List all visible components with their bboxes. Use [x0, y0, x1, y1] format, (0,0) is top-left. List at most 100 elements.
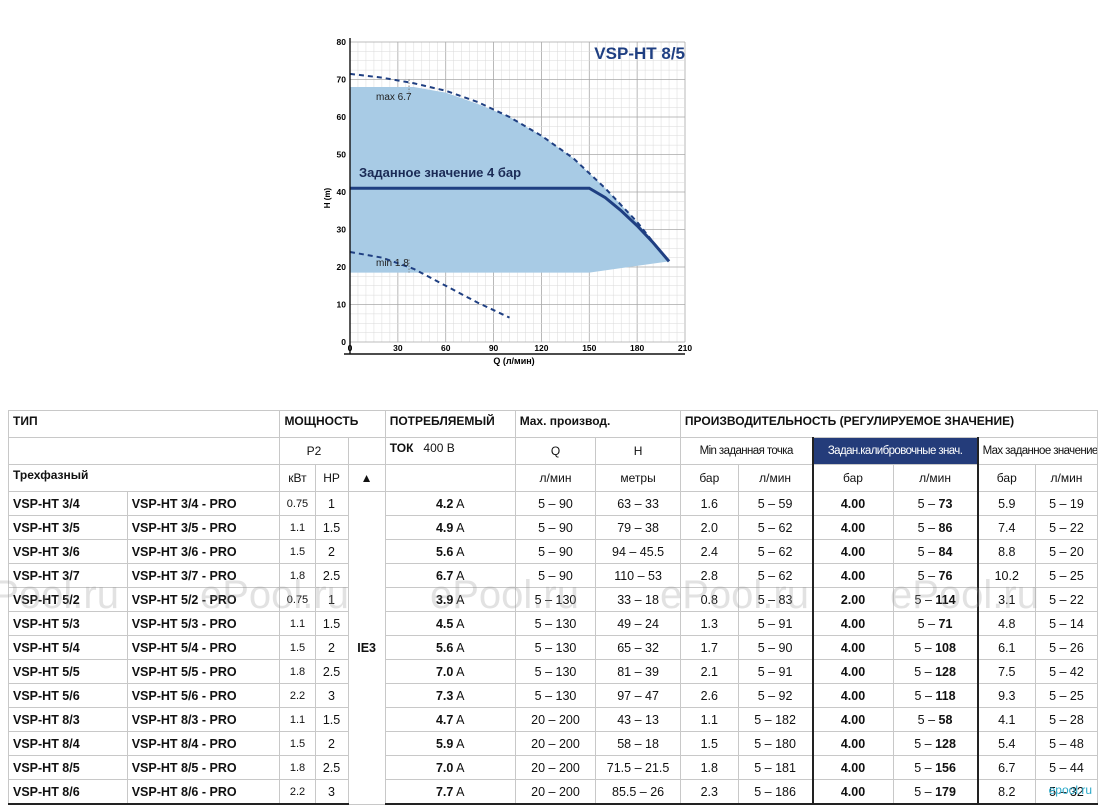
cal-q-end: 71: [938, 616, 953, 631]
cal-q-start: 5 –: [917, 616, 939, 631]
current-unit: A: [456, 736, 465, 751]
current-value: 4.7: [435, 712, 454, 727]
q-header: Q: [514, 437, 597, 465]
current-header-2: ТОК 400 В: [384, 437, 516, 465]
h-range-cell: 94 – 45.5: [595, 539, 681, 564]
max-bar-cell: 4.1: [977, 707, 1036, 732]
min-bar-cell: 2.4: [679, 539, 739, 564]
cal-q-cell: 5 – 108: [892, 635, 979, 660]
cal-q-cell: 5 – 86: [892, 515, 979, 540]
cal-q-end: 58: [938, 712, 953, 727]
cal-bar-cell: 4.00: [811, 563, 894, 588]
min-bar-cell: 2.8: [679, 563, 739, 588]
max-q-cell: 5 – 26: [1034, 635, 1099, 660]
current-unit: A: [456, 640, 465, 655]
kw-cell: 0.75: [279, 587, 316, 612]
x-tick-label: 90: [489, 343, 499, 353]
cal-q-end: 179: [935, 784, 956, 799]
chart-ticks: 0 30 60 90 120 150 180 210 0 10 20 30 40 50 60 70 80: [337, 37, 693, 353]
max-bar-cell: 6.1: [977, 635, 1036, 660]
cal-q-cell: 5 – 156: [892, 755, 979, 780]
kw-cell: 1.5: [279, 539, 316, 564]
header-row-1: ТИП МОЩНОСТЬ ПОТРЕБЛЯЕМЫЙ Max. производ.…: [7, 410, 1099, 438]
model-cell: VSP-HT 5/6: [8, 683, 128, 708]
x-tick-label: 210: [678, 343, 692, 353]
model-cell: VSP-HT 3/4: [8, 491, 128, 516]
max-q-cell: 5 – 22: [1034, 587, 1099, 612]
model-cell: VSP-HT 5/3: [8, 611, 128, 636]
hp-header: HP: [314, 464, 349, 492]
max-q-cell: 5 – 20: [1034, 539, 1099, 564]
header-row-3: Трехфазный кВт HP ▲ л/мин метры бар л/ми…: [7, 464, 1099, 492]
min-bar-cell: 1.8: [679, 755, 739, 780]
cal-q-cell: 5 – 128: [892, 731, 979, 756]
hp-cell: 3: [314, 683, 349, 708]
min-q-cell: 5 – 181: [737, 755, 814, 780]
min-q-cell: 5 – 62: [737, 539, 814, 564]
hp-cell: 2: [314, 539, 349, 564]
kw-cell: 1.8: [279, 755, 316, 780]
annotation-max: max 6.7: [376, 92, 412, 103]
table-row: VSP-HT 8/3 VSP-HT 8/3 - PRO 1.1 1.5 4.7 A 20 …: [8, 707, 1099, 732]
max-q-cell: 5 – 44: [1034, 755, 1099, 780]
h-range-cell: 81 – 39: [595, 659, 681, 684]
max-q-cell: 5 – 19: [1034, 491, 1099, 516]
current-unit: A: [456, 496, 465, 511]
q-range-cell: 20 – 200: [514, 731, 597, 756]
current-value: 7.0: [435, 664, 454, 679]
min-bar-cell: 1.6: [679, 491, 739, 516]
model-pro-cell: VSP-HT 3/7 - PRO: [126, 563, 281, 588]
h-range-cell: 65 – 32: [595, 635, 681, 660]
hp-cell: 1.5: [314, 707, 349, 732]
current-value: 7.7: [435, 784, 454, 799]
cal-q-cell: 5 – 179: [892, 779, 979, 805]
cal-q-cell: 5 – 84: [892, 539, 979, 564]
y-axis-label: H (m): [323, 187, 332, 208]
min-q-cell: 5 – 186: [737, 779, 814, 805]
type-spacer: [7, 437, 281, 465]
q-unit-header: л/мин: [514, 464, 597, 492]
model-cell: VSP-HT 8/5: [8, 755, 128, 780]
current-value: 7.0: [435, 760, 454, 775]
corner-watermark: epool.ru: [1048, 783, 1092, 797]
q-range-cell: 5 – 130: [514, 635, 597, 660]
current-unit: A: [456, 760, 465, 775]
hp-cell: 2.5: [314, 755, 349, 780]
current-header-tok: ТОК: [389, 441, 414, 455]
h-range-cell: 85.5 – 26: [595, 779, 681, 805]
annotation-setpoint: Заданное значение 4 бар: [359, 165, 521, 180]
max-q-cell: 5 – 48: [1034, 731, 1099, 756]
cal-q-cell: 5 – 73: [892, 491, 979, 516]
min-q-cell: 5 – 62: [737, 563, 814, 588]
x-axis-label: Q (л/мин): [493, 356, 534, 366]
h-range-cell: 33 – 18: [595, 587, 681, 612]
current-value: 5.9: [435, 736, 454, 751]
y-tick-label: 20: [337, 262, 347, 272]
model-pro-cell: VSP-HT 3/4 - PRO: [126, 491, 281, 516]
model-cell: VSP-HT 8/4: [8, 731, 128, 756]
cal-bar-cell: 4.00: [811, 539, 894, 564]
operating-region: [350, 87, 670, 273]
min-bar-cell: 2.1: [679, 659, 739, 684]
min-bar-cell: 2.0: [679, 515, 739, 540]
min-curve: [349, 251, 510, 319]
max-bar-cell: 3.1: [977, 587, 1036, 612]
h-range-cell: 49 – 24: [595, 611, 681, 636]
annotation-min: min 1.8: [376, 258, 409, 269]
current-unit: A: [456, 520, 465, 535]
max-bar-cell: 5.4: [977, 731, 1036, 756]
cal-q-cell: 5 – 114: [892, 587, 979, 612]
current-unit: A: [456, 616, 465, 631]
current-value: 4.2: [435, 496, 454, 511]
max-q-cell: 5 – 22: [1034, 515, 1099, 540]
specs-table: ТИП МОЩНОСТЬ ПОТРЕБЛЯЕМЫЙ Max. производ.…: [7, 410, 1099, 805]
cal-bar-cell: 4.00: [811, 755, 894, 780]
max-q-cell: 5 – 14: [1034, 611, 1099, 636]
model-pro-cell: VSP-HT 8/4 - PRO: [126, 731, 281, 756]
model-cell: VSP-HT 3/6: [8, 539, 128, 564]
min-bar-cell: 1.5: [679, 731, 739, 756]
kw-header: кВт: [279, 464, 316, 492]
current-cell: 7.0 A: [384, 755, 516, 780]
